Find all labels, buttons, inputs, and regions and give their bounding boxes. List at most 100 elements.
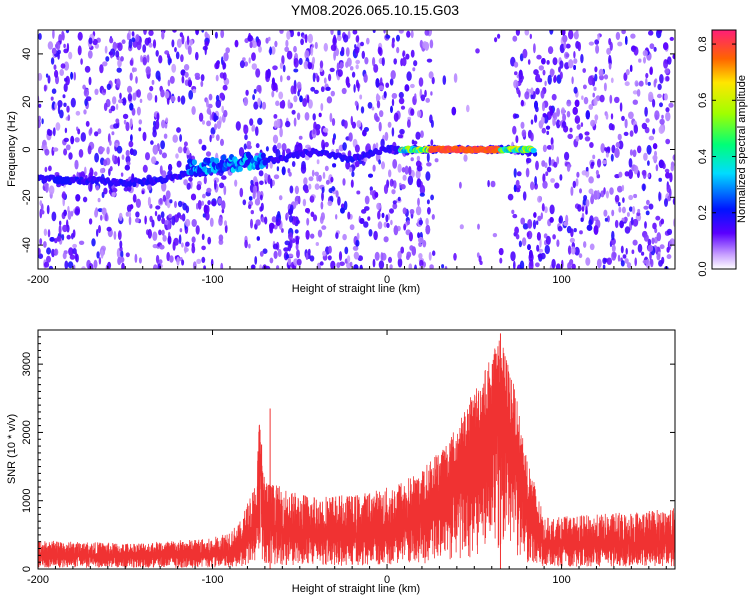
noise-speckle [155,50,159,57]
noise-speckle [77,31,83,41]
noise-speckle [578,253,583,259]
noise-speckle [553,161,558,168]
noise-speckle [183,247,189,252]
amplitude-point [221,154,227,161]
noise-speckle [148,30,154,36]
noise-speckle [550,178,555,183]
noise-speckle [289,204,294,213]
noise-speckle [619,102,623,112]
noise-speckle [63,77,68,82]
noise-speckle [548,156,552,167]
noise-speckle [541,127,546,134]
noise-speckle [442,75,447,85]
noise-speckle [267,174,271,185]
noise-speckle [401,167,406,173]
noise-speckle [119,240,123,249]
noise-speckle [575,135,580,142]
noise-speckle [332,163,337,168]
noise-speckle [77,128,81,135]
amplitude-point [191,159,197,166]
noise-speckle [537,195,542,203]
noise-speckle [406,71,412,82]
noise-speckle [577,41,581,52]
spectrogram-ylabel: Frequency (Hz) [6,111,18,187]
noise-speckle [131,37,136,43]
noise-speckle [665,107,670,113]
noise-speckle [174,200,177,209]
noise-speckle [77,45,82,56]
noise-speckle [588,219,592,227]
noise-speckle [198,138,203,145]
noise-speckle [637,145,642,154]
noise-speckle [185,218,191,227]
noise-speckle [187,45,192,55]
noise-speckle [261,101,267,110]
noise-speckle [527,219,533,229]
noise-speckle [51,47,57,55]
noise-speckle [142,44,147,53]
noise-speckle [410,49,415,58]
noise-speckle [551,258,556,269]
noise-speckle [136,89,141,98]
noise-speckle [359,94,363,100]
noise-speckle [175,153,179,159]
noise-speckle [558,215,564,224]
noise-speckle [648,203,654,210]
noise-speckle [127,85,133,93]
noise-speckle [647,160,650,166]
noise-speckle [664,198,668,207]
noise-speckle [637,208,641,214]
noise-speckle [66,234,71,240]
noise-speckle [274,40,278,48]
noise-speckle [321,186,325,194]
noise-speckle [219,182,225,189]
noise-speckle [221,208,225,214]
noise-speckle [610,153,614,162]
noise-speckle [405,53,410,60]
noise-speckle [562,34,568,43]
noise-speckle [251,63,257,70]
noise-speckle [567,245,572,255]
noise-speckle [214,179,217,190]
noise-speckle [376,100,381,109]
noise-speckle [303,177,308,186]
noise-speckle [566,99,572,107]
noise-speckle [632,206,636,215]
x-tick-label: 100 [552,574,570,586]
noise-speckle [314,41,318,50]
noise-speckle [285,254,290,259]
noise-speckle [121,154,125,160]
noise-speckle [287,258,292,266]
noise-speckle [393,225,399,236]
noise-speckle [623,72,628,81]
noise-speckle [526,231,530,238]
noise-speckle [477,223,480,230]
noise-speckle [52,127,56,137]
noise-speckle [336,62,340,71]
noise-speckle [125,121,130,132]
noise-speckle [112,187,118,193]
noise-speckle [425,224,431,235]
noise-speckle [63,61,70,71]
noise-speckle [642,183,646,192]
noise-speckle [135,34,140,43]
noise-speckle [257,97,261,107]
noise-speckle [324,141,329,148]
noise-speckle [383,221,387,228]
noise-speckle [404,165,409,175]
noise-speckle [128,140,134,148]
noise-speckle [320,212,325,221]
noise-speckle [490,180,496,188]
noise-speckle [333,34,337,44]
noise-speckle [619,220,624,229]
noise-speckle [532,219,537,230]
noise-speckle [554,182,560,189]
noise-speckle [222,84,228,91]
noise-speckle [95,185,100,191]
noise-speckle [300,164,307,174]
noise-speckle [406,220,410,226]
noise-speckle [88,218,93,225]
noise-speckle [519,260,525,269]
